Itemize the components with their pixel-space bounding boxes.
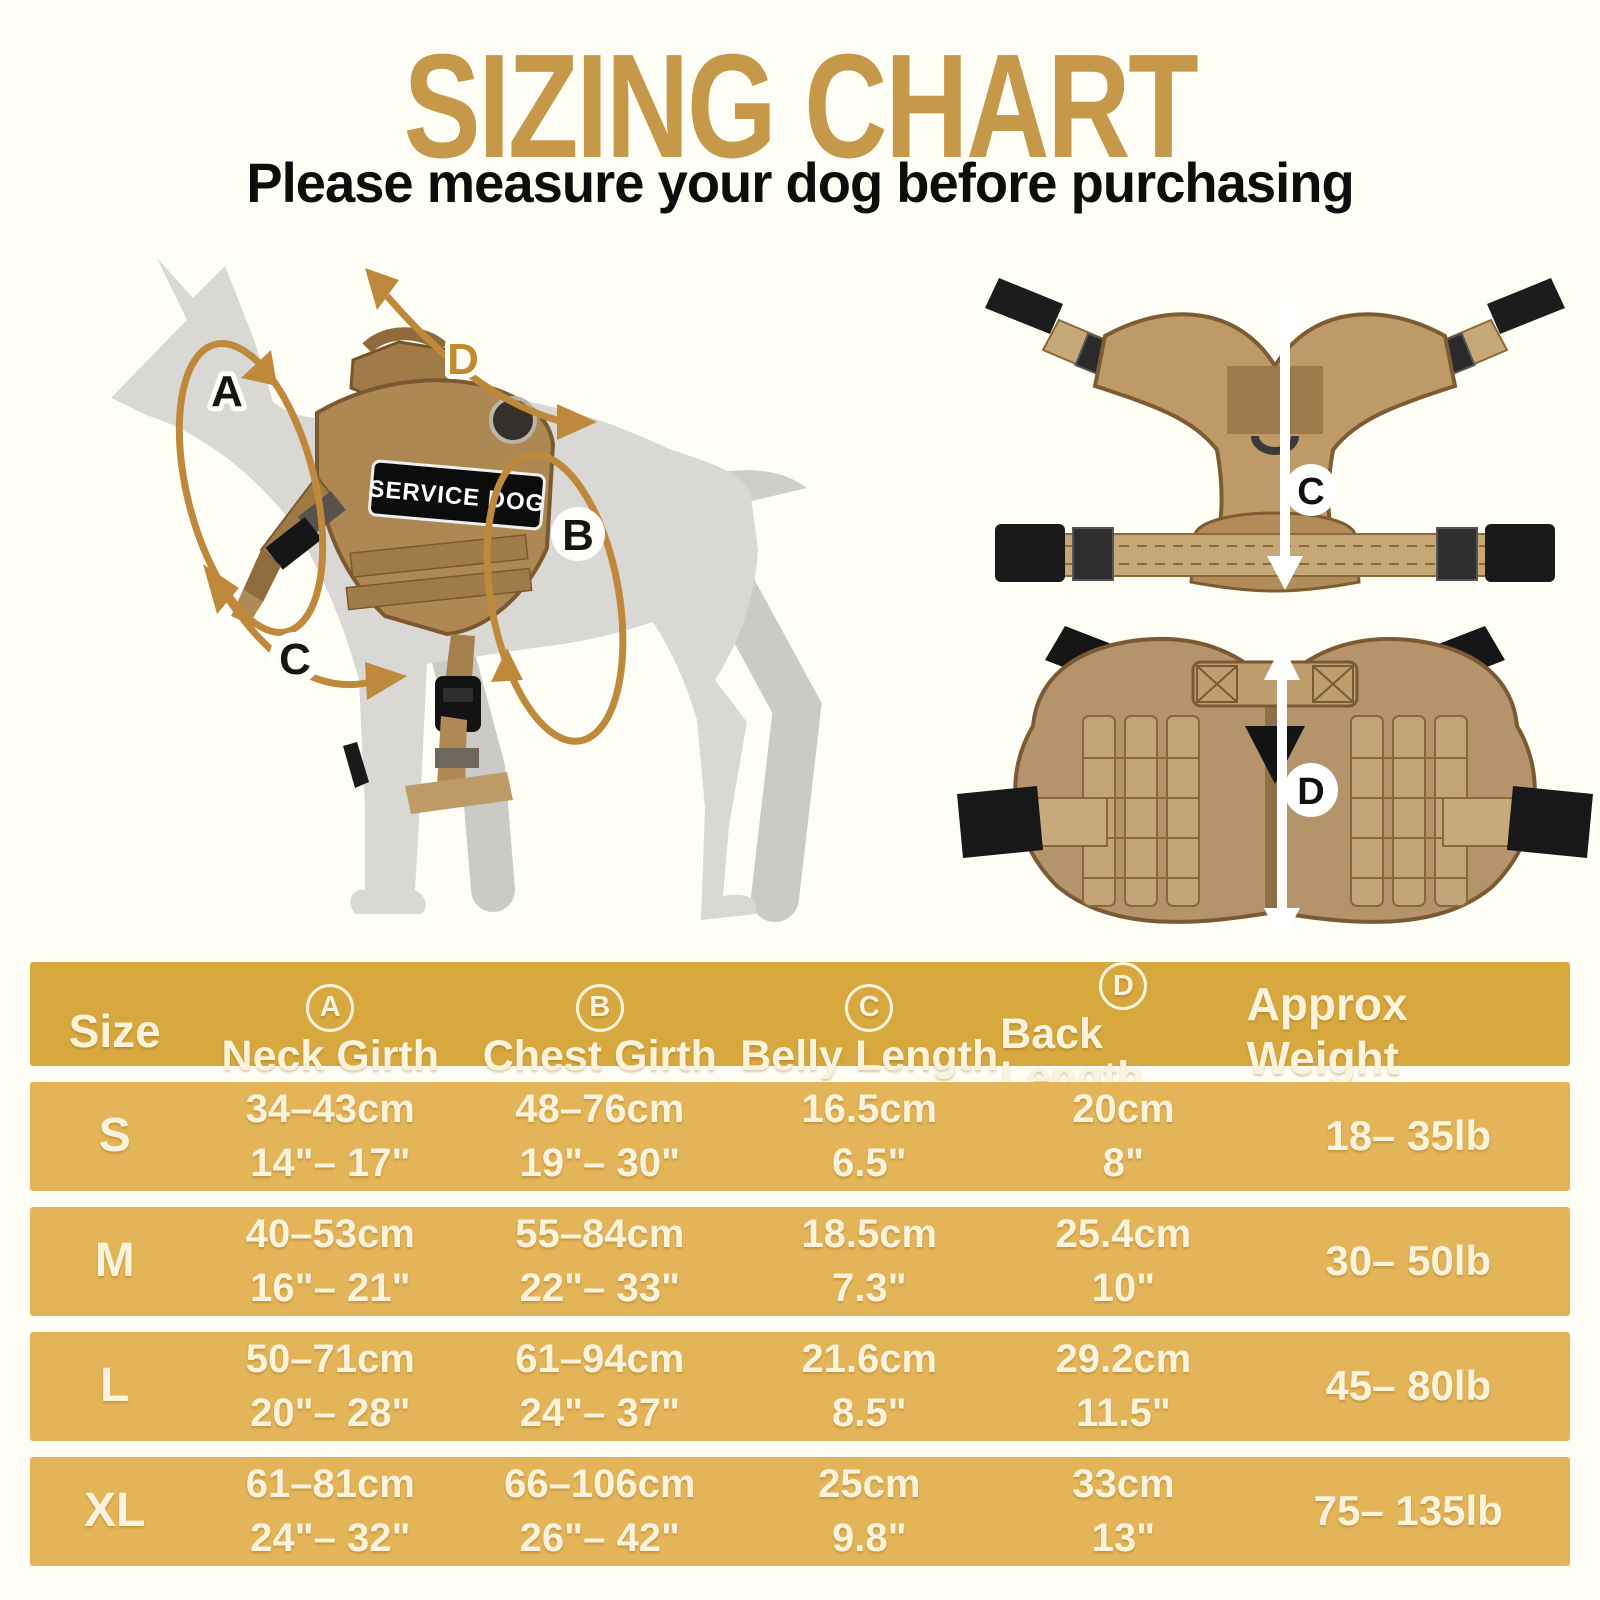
harness-handle [362, 327, 448, 353]
back-buckle-right [1507, 786, 1593, 858]
chest-cell: 48–76cm 19"– 30" [515, 1086, 685, 1185]
back-cell: 33cm 13" [1072, 1461, 1175, 1560]
front-buckle-bottom-right [1485, 524, 1555, 582]
neck-cell: 40–53cm 16"– 21" [245, 1211, 415, 1310]
front-view-body [1092, 312, 1458, 572]
belly-cell: 16.5cm 6.5" [801, 1086, 938, 1185]
belly-cell: 25cm 9.8" [818, 1461, 921, 1560]
size-cell: L [100, 1359, 130, 1413]
header-cell-belly-length: C Belly Length [738, 983, 1000, 1078]
chest-cell: 66–106cm 26"– 42" [504, 1461, 696, 1560]
label-c-disc [269, 632, 321, 684]
front-view-label-c: C [1297, 471, 1324, 513]
badge-d-icon: D [1099, 962, 1148, 1010]
weight-cell: 18– 35lb [1325, 1112, 1492, 1160]
belly-cell: 18.5cm 7.3" [801, 1211, 938, 1310]
diagram-label-b: B [562, 511, 594, 560]
header-cell-back-length: D Back Length [1000, 962, 1246, 1099]
size-cell: S [98, 1109, 131, 1163]
back-view-label-d: D [1297, 771, 1324, 813]
neck-cell: 50–71cm 20"– 28" [245, 1336, 415, 1435]
back-cell: 20cm 8" [1072, 1086, 1175, 1185]
weight-cell: 30– 50lb [1325, 1237, 1492, 1285]
badge-a-icon: A [306, 983, 355, 1032]
badge-c-icon: C [845, 983, 894, 1032]
measurement-arrowheads [203, 268, 597, 700]
back-length-arc-d [384, 293, 561, 425]
chest-cell: 55–84cm 22"– 33" [515, 1211, 685, 1310]
diagram-label-d: D [447, 335, 479, 384]
back-cell: 25.4cm 10" [1055, 1211, 1192, 1310]
back-label-disc [1284, 763, 1338, 817]
front-buckle-top-left [985, 278, 1063, 334]
weight-cell: 45– 80lb [1325, 1362, 1492, 1410]
dog-measurement-diagram: SERVICE DOG A B C D [111, 258, 822, 922]
back-center-clip [1245, 726, 1305, 784]
size-cell: M [94, 1234, 135, 1288]
front-d-ring [1251, 435, 1299, 455]
belly-cell: 21.6cm 8.5" [801, 1336, 938, 1435]
table-row-s: S 34–43cm 14"– 17" 48–76cm 19"– 30" 16.5… [30, 1082, 1570, 1191]
back-side-buckles [957, 786, 1593, 858]
neck-girth-ellipse-a [175, 340, 327, 636]
header-cell-approx-weight: Approx Weight [1246, 977, 1408, 1084]
size-cell: XL [84, 1484, 146, 1538]
diagram-label-c: C [279, 635, 311, 684]
header-cell-chest-girth: B Chest Girth [461, 983, 738, 1078]
table-row-m: M 40–53cm 16"– 21" 55–84cm 22"– 33" 18.5… [30, 1207, 1570, 1316]
front-velcro-panel [1227, 366, 1323, 434]
front-buckle-bottom-left [995, 524, 1065, 582]
page-subtitle: Please measure your dog before purchasin… [246, 151, 1354, 214]
neck-cell: 61–81cm 24"– 32" [245, 1461, 415, 1560]
harness-front-view: C [985, 278, 1565, 593]
chest-strap-buckle [265, 516, 323, 570]
front-label-disc [1285, 464, 1337, 516]
harness-back-view: D [957, 626, 1593, 942]
back-handle [1191, 660, 1359, 708]
sizing-table: Size A Neck Girth B Chest Girth C Belly … [30, 962, 1570, 1566]
table-row-xl: XL 61–81cm 24"– 32" 66–106cm 26"– 42" 25… [30, 1457, 1570, 1566]
header-cell-size: Size [68, 1004, 161, 1057]
chest-girth-ellipse-b [483, 451, 627, 745]
table-row-l: L 50–71cm 20"– 28" 61–94cm 24"– 37" 21.6… [30, 1332, 1570, 1441]
table-header: Size A Neck Girth B Chest Girth C Belly … [30, 962, 1570, 1099]
weight-cell: 75– 135lb [1313, 1487, 1503, 1535]
label-b-disc [551, 507, 605, 561]
page-title: SIZING CHART [403, 24, 1199, 189]
back-cell: 29.2cm 11.5" [1055, 1336, 1192, 1435]
back-buckle-left [957, 786, 1043, 858]
front-buckle-top-right [1487, 278, 1565, 334]
diagram-label-a: A [211, 367, 243, 416]
measure-arrow-d [1264, 644, 1300, 942]
neck-cell: 34–43cm 14"– 17" [245, 1086, 415, 1185]
chest-cell: 61–94cm 24"– 37" [515, 1336, 685, 1435]
measure-arrow-c [1267, 296, 1303, 590]
header-cell-neck-girth: A Neck Girth [199, 983, 461, 1078]
badge-b-icon: B [575, 983, 624, 1032]
